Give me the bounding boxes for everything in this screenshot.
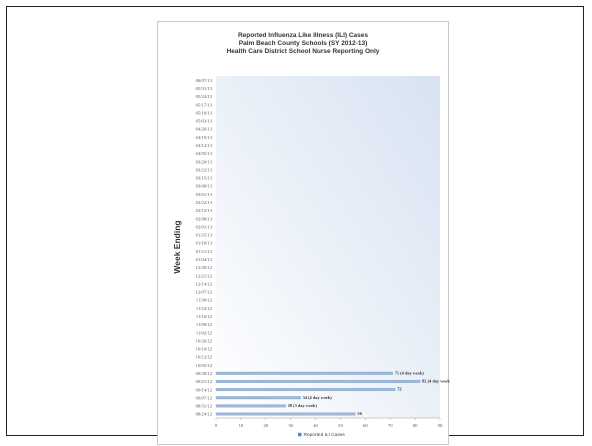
chart-title-line-3: Health Care District School Nurse Report… (226, 48, 380, 55)
y-tick-label: 05/03/13 (196, 119, 213, 124)
y-tick-label: 02/15/13 (196, 208, 213, 213)
x-tick-label: 20 (263, 423, 268, 428)
y-tick-label: 12/21/12 (196, 273, 213, 278)
y-tick-label: 11/16/12 (196, 314, 213, 319)
plot-area (216, 76, 440, 418)
ili-bar-chart: 08/24/12 08/31/12 09/07/12 09/14/12 09/21/12… (172, 76, 450, 438)
data-label: 82 (4 day week) (422, 379, 450, 384)
chart-title-line-1: Reported Influenza Like Illness (ILI) Ca… (237, 32, 369, 39)
y-tick-label: 11/09/12 (196, 322, 213, 327)
data-label: 28 (3 day week) (288, 403, 318, 408)
y-tick-label: 03/22/13 (196, 167, 213, 172)
y-tick-label: 09/14/12 (196, 387, 213, 392)
y-tick-label: 10/26/12 (196, 338, 213, 343)
y-tick-label: 03/08/13 (196, 184, 213, 189)
y-tick-label: 02/22/13 (196, 200, 213, 205)
y-tick-label: 05/10/13 (196, 110, 213, 115)
x-tick-label: 30 (288, 423, 293, 428)
legend-marker (298, 432, 302, 437)
y-tick-label: 10/19/12 (196, 347, 213, 352)
y-tick-label: 08/24/12 (196, 412, 213, 417)
y-tick-label: 02/01/13 (196, 224, 213, 229)
y-tick-label: 01/18/13 (196, 241, 213, 246)
y-tick-label: 06/07/13 (196, 78, 213, 83)
x-tick-label: 60 (363, 423, 368, 428)
x-tick-label: 90 (438, 423, 443, 428)
data-label: 71 (4 day week) (395, 370, 425, 375)
y-tick-label: 05/24/13 (196, 94, 213, 99)
y-axis-title: Week Ending (172, 220, 182, 273)
y-tick-label: 05/17/13 (196, 102, 213, 107)
y-tick-label: 12/28/12 (196, 265, 213, 270)
y-tick-label: 04/19/13 (196, 135, 213, 140)
y-tick-label: 09/21/12 (196, 379, 213, 384)
chart-panel: Reported Influenza Like Illness (ILI) Ca… (157, 21, 450, 445)
y-tick-label: 05/31/13 (196, 86, 213, 91)
y-tick-label: 03/01/13 (196, 192, 213, 197)
chart-title-line-2: Palm Beach County Schools (SY 2012-13) (238, 40, 368, 47)
data-label: 56 (357, 411, 362, 416)
bar (215, 371, 393, 375)
bar (215, 379, 421, 383)
data-label: 72 (397, 387, 401, 392)
bar (215, 396, 301, 400)
legend-label: Reported ILI Cases (304, 432, 346, 438)
y-tick-label: 01/11/13 (196, 249, 213, 254)
x-tick-label: 70 (388, 423, 393, 428)
x-tick-label: 50 (338, 423, 343, 428)
data-label: 34 (4 day week) (303, 395, 333, 400)
y-tick-label: 10/05/12 (196, 363, 213, 368)
y-tick-label: 03/15/13 (196, 176, 213, 181)
y-tick-label: 02/08/13 (196, 216, 213, 221)
y-tick-label: 11/02/12 (196, 330, 213, 335)
y-tick-label: 10/12/12 (196, 355, 213, 360)
y-tick-label: 03/29/13 (196, 159, 213, 164)
slide-frame: Reported Influenza Like Illness (ILI) Ca… (6, 6, 584, 445)
y-tick-label: 09/28/12 (196, 371, 213, 376)
x-tick-label: 80 (413, 423, 418, 428)
x-tick-label: 0 (215, 423, 218, 428)
y-tick-label: 11/30/12 (196, 298, 213, 303)
y-tick-label: 11/23/12 (196, 306, 213, 311)
y-tick-label: 01/04/13 (196, 257, 213, 262)
x-tick-label: 40 (313, 423, 318, 428)
x-tick-label: 10 (239, 423, 244, 428)
y-tick-label: 09/07/12 (196, 395, 213, 400)
bar (215, 412, 356, 416)
y-tick-label: 08/31/12 (196, 404, 213, 409)
y-tick-label: 01/25/13 (196, 233, 213, 238)
y-tick-label: 12/07/12 (196, 290, 213, 295)
y-tick-label: 04/26/13 (196, 127, 213, 132)
y-tick-label: 04/05/13 (196, 151, 213, 156)
bar (215, 404, 286, 408)
bar (215, 388, 396, 392)
y-tick-label: 12/14/12 (196, 281, 213, 286)
y-tick-label: 04/12/13 (196, 143, 213, 148)
